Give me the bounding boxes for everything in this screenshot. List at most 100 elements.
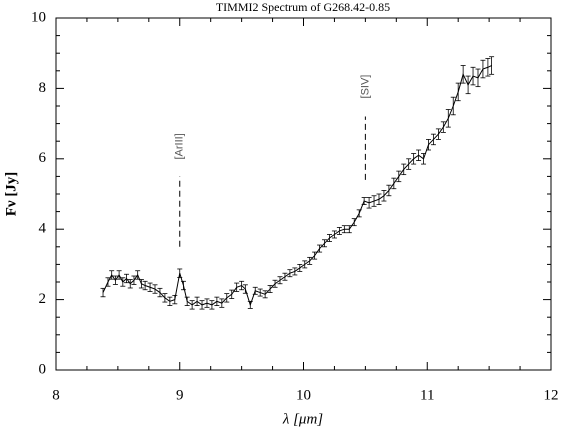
error-bar xyxy=(277,276,283,285)
y-tick-label: 8 xyxy=(39,80,47,96)
error-bar xyxy=(470,66,476,86)
error-bar xyxy=(440,121,446,133)
error-bar xyxy=(425,139,431,151)
error-bar xyxy=(147,282,153,292)
error-bar xyxy=(292,267,298,276)
error-bar xyxy=(317,244,323,253)
y-tick-label: 2 xyxy=(39,291,47,307)
error-bar xyxy=(204,298,210,308)
error-bar xyxy=(252,286,258,295)
error-bar xyxy=(465,75,471,95)
x-tick-label: 11 xyxy=(420,387,434,403)
error-bar xyxy=(272,279,278,288)
error-bar xyxy=(386,184,392,197)
error-bar xyxy=(391,177,397,190)
error-bar xyxy=(361,197,367,205)
error-bar xyxy=(189,300,195,310)
error-bar xyxy=(430,133,436,146)
error-bar xyxy=(199,300,205,310)
error-bar xyxy=(120,277,126,287)
error-bar xyxy=(396,170,402,183)
error-bar xyxy=(177,268,183,278)
error-bar xyxy=(356,209,362,218)
error-bar xyxy=(366,197,372,209)
error-bar xyxy=(184,296,190,306)
y-axis-label: Fν [Jy] xyxy=(3,172,19,217)
error-bar xyxy=(297,263,303,272)
error-bar xyxy=(312,251,318,260)
error-bar xyxy=(142,280,148,291)
error-bar xyxy=(109,270,115,280)
error-bar xyxy=(116,270,122,280)
error-bar xyxy=(351,218,357,227)
error-bar xyxy=(167,296,173,306)
error-bar xyxy=(376,193,382,205)
error-bar xyxy=(322,239,328,248)
error-bar xyxy=(162,293,168,303)
chart-title: TIMMI2 Spectrum of G268.42-0.85 xyxy=(216,0,390,14)
error-bar xyxy=(307,256,313,265)
error-bar xyxy=(267,285,273,293)
error-bar xyxy=(157,287,163,298)
x-tick-label: 8 xyxy=(52,387,60,403)
error-bar xyxy=(341,225,347,234)
error-bar xyxy=(214,296,220,306)
error-bar xyxy=(138,279,144,289)
error-bar xyxy=(229,289,235,299)
x-axis-label: λ [μm] xyxy=(282,411,323,427)
error-bar xyxy=(224,293,230,303)
x-tick-label: 10 xyxy=(296,387,311,403)
error-bar xyxy=(239,280,245,291)
y-tick-label: 0 xyxy=(39,361,47,377)
error-bar xyxy=(480,59,486,79)
x-tick-label: 9 xyxy=(176,387,184,403)
error-bar xyxy=(152,284,158,294)
error-bar xyxy=(326,234,332,242)
error-bar xyxy=(124,273,130,284)
error-bar xyxy=(371,195,377,207)
error-bar xyxy=(381,190,387,202)
error-bar xyxy=(127,279,133,289)
error-bar xyxy=(331,230,337,239)
error-bar xyxy=(131,275,137,285)
y-tick-label: 6 xyxy=(39,150,47,166)
spectrum-line xyxy=(102,65,492,307)
error-bar xyxy=(460,65,466,84)
error-bar xyxy=(172,294,178,305)
error-bar xyxy=(346,225,352,234)
error-bar xyxy=(282,272,288,281)
error-bar xyxy=(194,296,200,306)
error-bar xyxy=(455,82,461,102)
error-bar xyxy=(302,260,308,269)
error-bar xyxy=(489,56,495,75)
error-bar xyxy=(450,96,456,116)
error-bar xyxy=(485,58,491,77)
error-bar xyxy=(435,128,441,140)
error-bar xyxy=(287,269,293,278)
y-tick-label: 10 xyxy=(31,9,46,25)
error-bar xyxy=(234,282,240,292)
error-bar xyxy=(112,275,118,285)
error-bar xyxy=(209,300,215,310)
error-bar xyxy=(257,288,263,297)
annotation-label: [ArIII] xyxy=(174,133,186,159)
error-bar xyxy=(219,298,225,308)
x-tick-label: 12 xyxy=(544,387,559,403)
error-bar xyxy=(247,300,253,309)
error-bar xyxy=(401,163,407,176)
error-bar xyxy=(242,284,248,294)
error-bar xyxy=(445,109,451,128)
plot-frame xyxy=(55,17,552,371)
error-bar xyxy=(406,158,412,170)
error-bar xyxy=(336,227,342,235)
error-bar xyxy=(100,287,106,298)
annotation-label: [SIV] xyxy=(359,75,371,99)
error-bar xyxy=(105,277,111,287)
error-bar xyxy=(475,68,481,88)
error-bar xyxy=(262,290,268,299)
error-bar xyxy=(416,149,422,161)
error-bar xyxy=(180,280,186,291)
y-tick-label: 4 xyxy=(39,221,47,237)
error-bar xyxy=(411,153,417,165)
